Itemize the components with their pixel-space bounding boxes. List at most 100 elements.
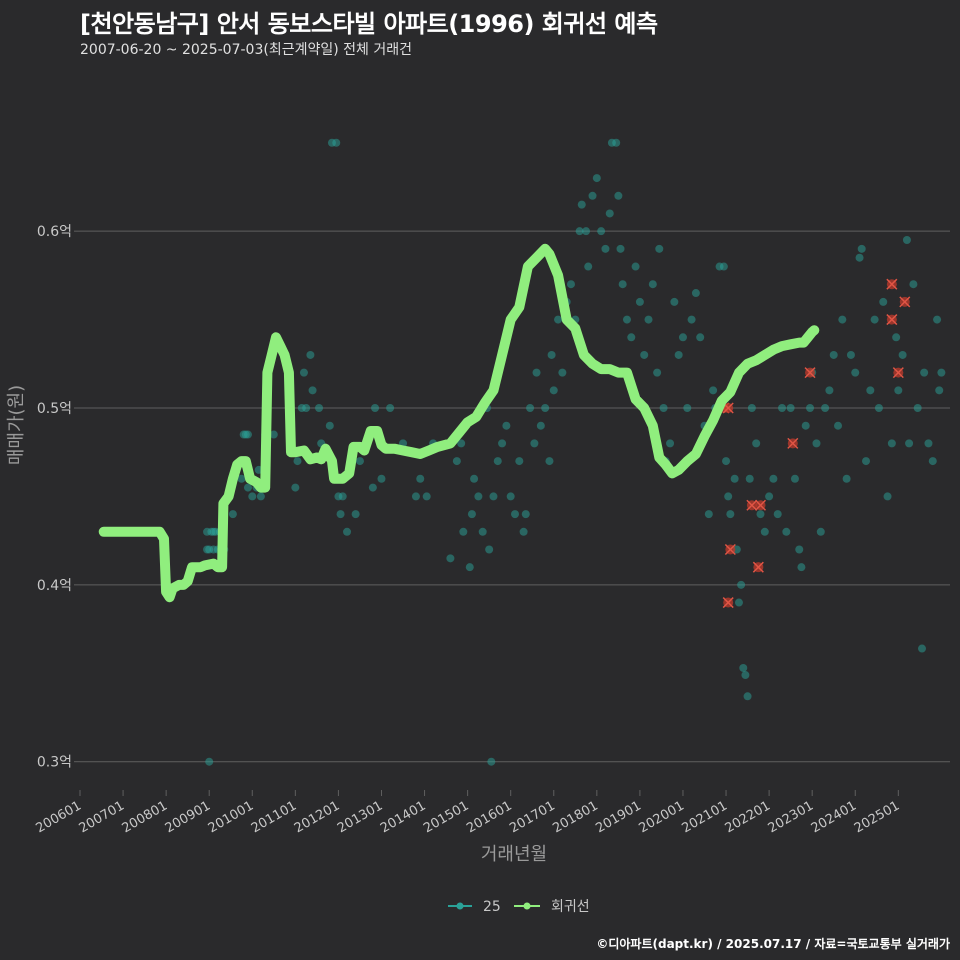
scatter-point-137 <box>765 492 774 501</box>
scatter-point-128 <box>737 580 746 589</box>
scatter-point-85 <box>582 227 591 236</box>
scatter-point-72 <box>532 368 541 377</box>
x-tick-label-12: 201801 <box>550 798 600 836</box>
scatter-point-26 <box>302 404 311 413</box>
legend-regression-dot <box>523 902 531 910</box>
x-tick-label-3: 200901 <box>163 798 213 836</box>
scatter-point-68 <box>519 527 528 536</box>
scatter-point-61 <box>489 492 498 501</box>
scatter-point-55 <box>467 510 476 519</box>
scatter-point-53 <box>459 527 468 536</box>
scatter-point-141 <box>782 527 791 536</box>
scatter-point-83 <box>575 227 584 236</box>
scatter-point-71 <box>530 439 539 448</box>
scatter-point-91 <box>605 209 614 218</box>
scatter-point-90 <box>601 244 610 253</box>
scatter-point-73 <box>536 421 545 430</box>
scatter-point-178 <box>928 457 937 466</box>
scatter-point-77 <box>549 386 558 395</box>
scatter-point-183 <box>487 757 496 766</box>
scatter-point-15 <box>243 483 252 492</box>
scatter-points <box>203 138 946 766</box>
scatter-point-130 <box>741 671 750 680</box>
scatter-point-25 <box>299 368 308 377</box>
scatter-point-132 <box>745 474 754 483</box>
x-tick-label-6: 201201 <box>292 798 342 836</box>
scatter-point-163 <box>870 315 879 324</box>
scatter-point-123 <box>724 492 733 501</box>
x-tick-label-8: 201401 <box>378 798 428 836</box>
x-tick-label-2: 200801 <box>120 798 170 836</box>
scatter-point-7 <box>203 545 212 554</box>
y-axis-ticks: 0.3억 0.4억 0.5억 0.6억 <box>37 224 80 771</box>
scatter-point-87 <box>588 191 597 200</box>
scatter-point-51 <box>452 457 461 466</box>
scatter-point-98 <box>627 333 636 342</box>
scatter-point-147 <box>806 404 815 413</box>
scatter-point-42 <box>371 404 380 413</box>
scatter-point-125 <box>730 474 739 483</box>
scatter-point-134 <box>752 439 761 448</box>
scatter-point-19 <box>256 492 265 501</box>
scatter-point-102 <box>644 315 653 324</box>
x-axis-title: 거래년월 <box>481 844 547 865</box>
scatter-point-11 <box>237 474 246 483</box>
scatter-point-153 <box>829 350 838 359</box>
legend-scatter-dot <box>456 902 464 910</box>
scatter-point-173 <box>909 280 918 289</box>
scatter-point-84 <box>577 200 586 209</box>
scatter-point-48 <box>422 492 431 501</box>
x-tick-label-9: 201501 <box>421 798 471 836</box>
scatter-point-110 <box>674 350 683 359</box>
scatter-point-154 <box>834 421 843 430</box>
chart-title: [천안동남구] 안서 동보스타빌 아파트(1996) 회귀선 예측 <box>80 10 658 38</box>
scatter-point-166 <box>883 492 892 501</box>
x-tick-label-10: 201601 <box>464 798 514 836</box>
scatter-point-165 <box>879 297 888 306</box>
scatter-point-78 <box>554 315 563 324</box>
x-tick-label-0: 200601 <box>34 798 84 836</box>
scatter-point-36 <box>338 492 347 501</box>
scatter-point-28 <box>308 386 317 395</box>
scatter-point-121 <box>719 262 728 271</box>
scatter-point-58 <box>478 527 487 536</box>
scatter-point-46 <box>411 492 420 501</box>
y-tick-label-0: 0.3억 <box>37 755 72 771</box>
x-tick-label-7: 201301 <box>335 798 385 836</box>
scatter-point-182 <box>205 757 214 766</box>
x-tick-label-19: 202501 <box>852 798 902 836</box>
scatter-point-158 <box>851 368 860 377</box>
scatter-point-150 <box>816 527 825 536</box>
scatter-point-152 <box>825 386 834 395</box>
scatter-point-89 <box>597 227 606 236</box>
scatter-point-140 <box>778 404 787 413</box>
scatter-point-27 <box>306 350 315 359</box>
x-tick-label-5: 201101 <box>249 798 299 836</box>
scatter-point-93 <box>612 138 621 147</box>
scatter-point-149 <box>812 439 821 448</box>
scatter-point-23 <box>293 457 302 466</box>
scatter-point-88 <box>592 174 601 183</box>
y-tick-label-3: 0.6억 <box>37 224 72 240</box>
scatter-point-35 <box>336 510 345 519</box>
scatter-point-60 <box>485 545 494 554</box>
scatter-point-179 <box>933 315 942 324</box>
scatter-point-97 <box>622 315 631 324</box>
x-tick-label-1: 200701 <box>77 798 127 836</box>
scatter-point-170 <box>898 350 907 359</box>
scatter-point-74 <box>541 404 550 413</box>
scatter-point-156 <box>842 474 851 483</box>
scatter-point-176 <box>920 368 929 377</box>
highlight-point-5 <box>754 499 767 511</box>
scatter-point-50 <box>446 554 455 563</box>
grid-lines <box>80 230 950 763</box>
scatter-point-157 <box>846 350 855 359</box>
scatter-point-44 <box>386 404 395 413</box>
y-axis-title: 매매가(원) <box>6 385 27 465</box>
scatter-point-129 <box>739 663 748 672</box>
scatter-point-135 <box>756 510 765 519</box>
scatter-point-131 <box>743 692 752 701</box>
scatter-point-172 <box>905 439 914 448</box>
scatter-point-100 <box>635 297 644 306</box>
x-tick-label-18: 202401 <box>809 798 859 836</box>
